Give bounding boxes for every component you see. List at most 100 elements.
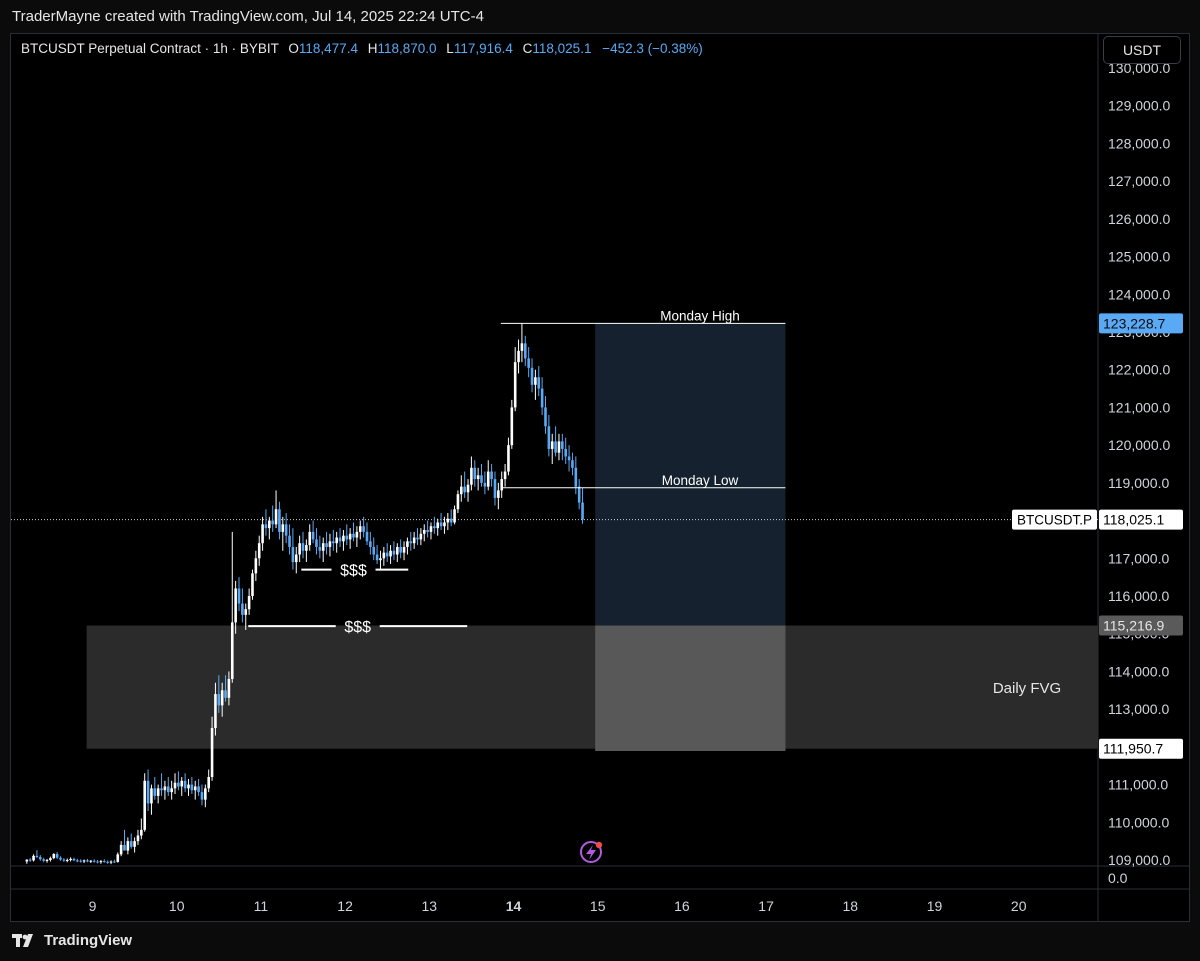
candle-up	[254, 558, 258, 574]
candle-up	[150, 788, 153, 804]
candle-down	[311, 531, 315, 540]
y-tick-label: 113,000.0	[1108, 701, 1169, 717]
candle-down	[35, 855, 39, 857]
candle-down	[372, 546, 376, 555]
low-value: 117,916.4	[453, 41, 513, 56]
candle-up	[230, 622, 234, 679]
candle-down	[574, 467, 578, 487]
candle-up	[419, 533, 423, 540]
candle-down	[177, 782, 180, 787]
y-tick-label: 110,000.0	[1108, 814, 1169, 830]
y-tick-label: 120,000.0	[1108, 437, 1170, 453]
candle-up	[305, 545, 308, 551]
monday-high-price-tag-bg	[1099, 313, 1183, 334]
y-tick-label: 111,000.0	[1108, 777, 1168, 793]
candle-up	[406, 541, 409, 547]
candle-up	[140, 829, 143, 836]
candle-up	[116, 854, 120, 862]
liquidity-label: $$$	[344, 619, 371, 636]
candle-up	[517, 350, 520, 363]
candle-down	[338, 537, 342, 542]
candle-up	[32, 855, 35, 861]
x-tick-label: 17	[758, 898, 774, 914]
candle-up	[49, 858, 52, 860]
candle-up	[308, 531, 312, 546]
tradingview-logo[interactable]: TradingView	[12, 932, 132, 949]
candle-down	[554, 441, 557, 453]
candle-up	[379, 558, 382, 561]
candle-down	[439, 522, 443, 527]
symbol-title[interactable]: BTCUSDT Perpetual Contract · 1h · BYBIT	[21, 41, 279, 56]
currency-button[interactable]: USDT	[1103, 36, 1181, 64]
daily-fvg-zone	[86, 625, 1098, 749]
fvg-label: Daily FVG	[993, 680, 1061, 697]
candle-up	[412, 537, 416, 544]
candle-down	[224, 690, 227, 698]
last-price-tag-bg	[1099, 509, 1183, 530]
fvg-bottom-price-tag: 111,950.7	[1103, 741, 1163, 757]
candle-down	[433, 526, 436, 529]
candle-up	[143, 780, 147, 830]
y-tick-label: 130,000.0	[1108, 60, 1170, 76]
candle-up	[227, 678, 231, 698]
candle-up	[294, 554, 298, 563]
candle-up	[69, 858, 72, 860]
candle-down	[264, 524, 268, 529]
candle-up	[193, 786, 197, 791]
candle-down	[106, 861, 109, 863]
candle-up	[500, 479, 504, 491]
candle-up	[187, 784, 190, 789]
monday-high-price-tag: 123,228.7	[1103, 315, 1165, 331]
candle-down	[92, 860, 96, 862]
candle-up	[513, 362, 517, 408]
last-price-tag: 118,025.1	[1103, 512, 1164, 528]
monday-low-label: Monday Low	[662, 473, 739, 488]
candle-up	[436, 522, 440, 529]
candle-down	[523, 343, 527, 359]
candle-down	[28, 859, 32, 861]
low-label: L	[446, 41, 454, 56]
candle-down	[463, 486, 466, 493]
lightning-icon[interactable]	[580, 841, 603, 863]
y-tick-label: 117,000.0	[1108, 550, 1169, 566]
candle-up	[470, 467, 473, 485]
candle-down	[567, 456, 571, 461]
candle-up	[550, 441, 554, 449]
y-tick-label: 126,000.0	[1108, 211, 1170, 227]
candle-up	[133, 841, 136, 847]
candle-up	[163, 786, 167, 791]
liquidity-label: $$$	[340, 563, 367, 580]
fvg-bottom-price-tag-bg	[1099, 738, 1183, 759]
candle-down	[38, 856, 42, 860]
candle-down	[129, 841, 133, 847]
candle-down	[490, 471, 493, 480]
open-label: O	[288, 41, 299, 56]
candle-down	[42, 859, 45, 861]
candle-up	[274, 509, 278, 525]
candle-up	[82, 860, 86, 862]
candle-down	[291, 546, 295, 563]
candle-up	[126, 841, 130, 851]
candle-up	[210, 728, 214, 778]
x-tick-label: 14	[506, 898, 522, 914]
y-tick-label: 119,000.0	[1108, 475, 1169, 491]
candle-down	[79, 860, 83, 862]
candle-down	[62, 859, 66, 861]
candle-up	[109, 861, 113, 863]
candle-down	[571, 460, 574, 468]
candle-up	[382, 552, 386, 559]
y-tick-label: 121,000.0	[1108, 399, 1170, 415]
y-tick-label: 114,000.0	[1108, 663, 1169, 679]
candle-down	[166, 786, 170, 793]
candle-down	[123, 844, 126, 851]
candle-up	[355, 531, 359, 538]
candle-up	[234, 588, 237, 623]
candle-down	[55, 853, 59, 858]
y-tick-label: 124,000.0	[1108, 286, 1170, 302]
symbol-legend: BTCUSDT Perpetual Contract · 1h · BYBIT …	[21, 40, 703, 58]
candle-up	[220, 690, 224, 706]
candle-down	[288, 535, 291, 547]
candle-up	[486, 471, 490, 487]
candle-up	[348, 533, 352, 540]
